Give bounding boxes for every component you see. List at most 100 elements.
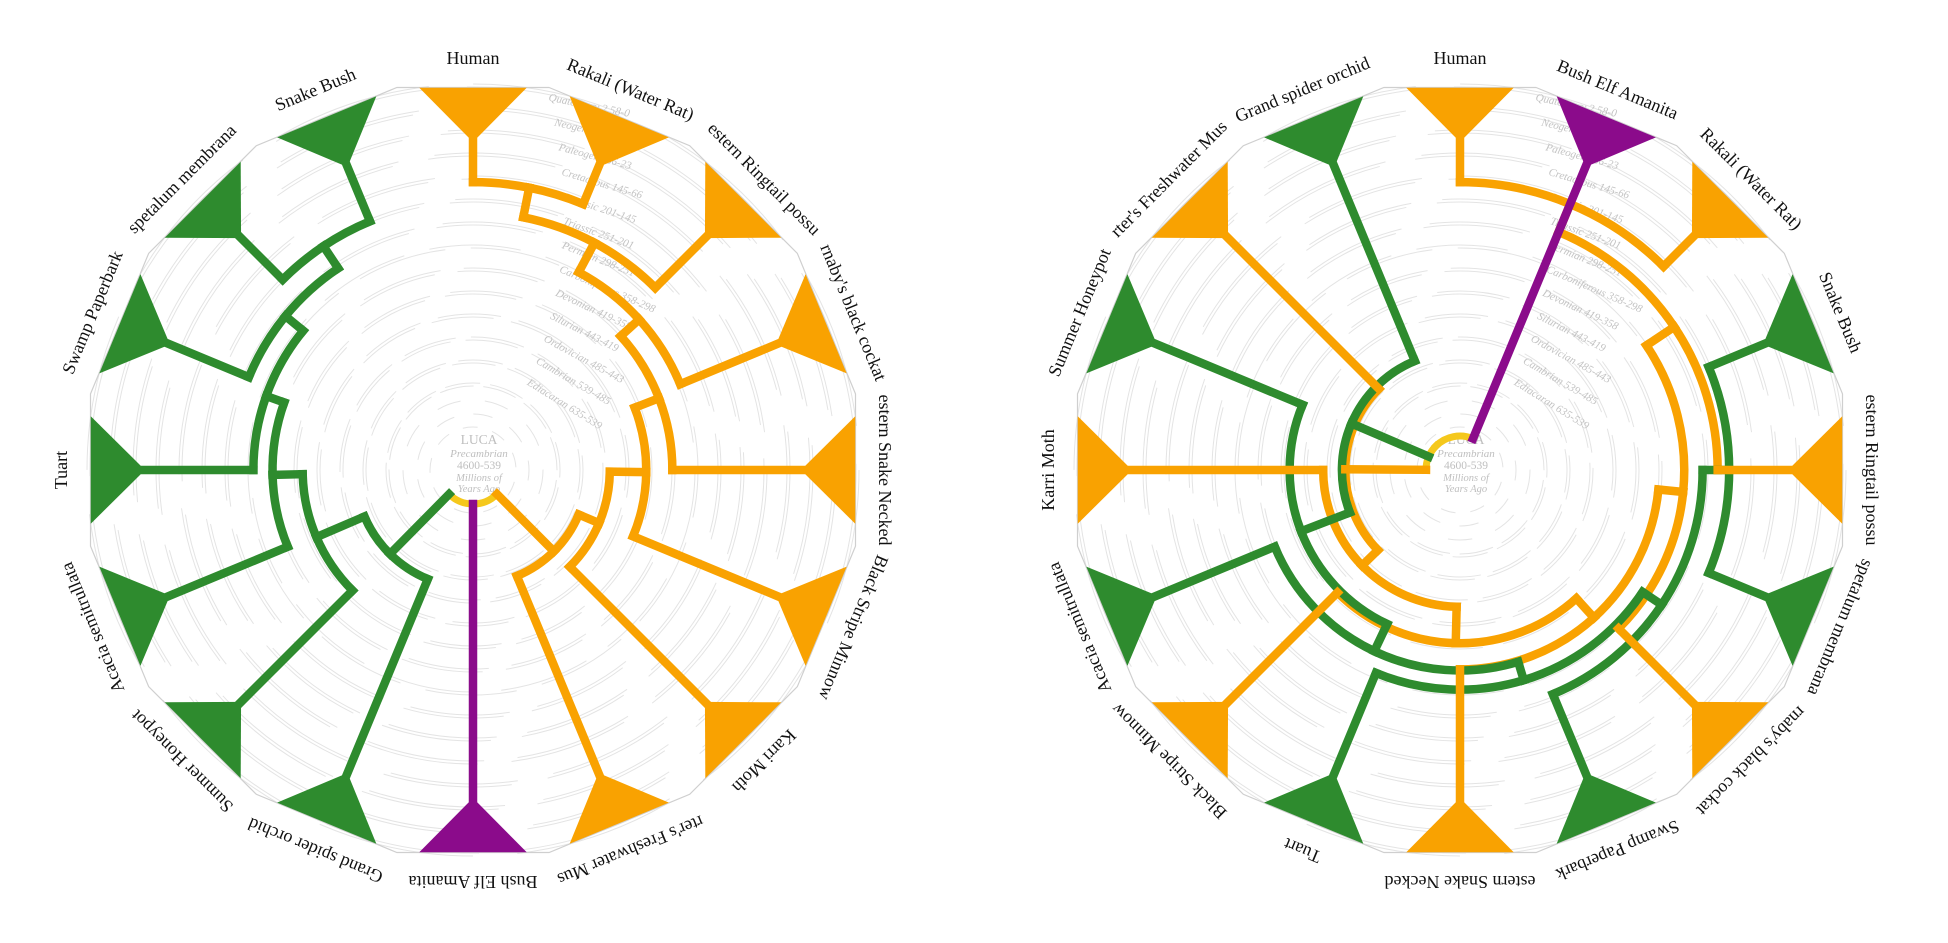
branch-arc bbox=[593, 467, 615, 529]
branch-radial bbox=[1451, 602, 1461, 648]
branch-arc bbox=[1370, 667, 1530, 694]
branch-radial bbox=[573, 508, 605, 529]
branch-radial bbox=[1512, 656, 1530, 686]
leaf-marker-orchid bbox=[1264, 96, 1364, 167]
branch-arc bbox=[653, 392, 677, 475]
leaf-stem-acacia bbox=[1151, 541, 1281, 602]
leaf-marker-karrimoth bbox=[704, 701, 782, 779]
leaf-stem-acacia bbox=[164, 541, 294, 602]
branch-arc bbox=[298, 469, 322, 543]
branch-radial bbox=[518, 182, 535, 223]
rim-outline bbox=[1076, 86, 1844, 854]
root-label-line2: 4600-539 bbox=[1444, 460, 1488, 472]
leaf-marker-acacia bbox=[1086, 566, 1157, 666]
leaf-marker-paperbark bbox=[99, 274, 170, 374]
leaf-stem-ringtail bbox=[649, 232, 711, 294]
branch-radial bbox=[1345, 417, 1435, 463]
branch-arc bbox=[1295, 525, 1393, 630]
leaf-label-karrimoth: Karri Moth bbox=[1038, 429, 1058, 510]
leaf-marker-ringtail bbox=[1788, 416, 1843, 524]
branch-arc bbox=[614, 330, 665, 404]
leaf-marker-cockatoo bbox=[776, 274, 847, 374]
branch-arc bbox=[627, 467, 651, 542]
branch-radial bbox=[383, 488, 456, 561]
branch-radial bbox=[317, 240, 345, 275]
root-label-line1: Precambrian bbox=[449, 448, 508, 460]
leaf-marker-karrimoth bbox=[1077, 416, 1132, 524]
leaf-label-ringtail: estern Ringtail possu bbox=[1862, 395, 1882, 546]
leaf-label-minnow: Black Stripe Minnow bbox=[815, 552, 893, 703]
branch-arc bbox=[1655, 465, 1707, 611]
branch-arc bbox=[588, 237, 662, 294]
branch-arc bbox=[518, 212, 601, 249]
leaf-marker-human bbox=[419, 87, 527, 142]
branch-radial bbox=[614, 313, 646, 343]
leaf-marker-ringtail bbox=[704, 161, 782, 239]
leaf-marker-mussel bbox=[1151, 161, 1229, 239]
branch-arc bbox=[310, 531, 359, 597]
leaf-marker-paperbark bbox=[1556, 773, 1656, 844]
leaf-marker-snakenecked bbox=[801, 416, 856, 524]
branch-radial bbox=[1295, 507, 1356, 537]
precambrian-ring bbox=[1403, 413, 1517, 527]
leaf-label-snakenecked: estern Snake Necked bbox=[1385, 872, 1536, 892]
leaf-marker-honeypot bbox=[164, 701, 242, 779]
leaf-label-snakebush: Snake Bush bbox=[1815, 269, 1866, 356]
branch-arc bbox=[383, 548, 434, 585]
root-label-line4: Years Ago bbox=[458, 484, 500, 495]
period-ring bbox=[1329, 339, 1591, 601]
leaf-stem-mussel bbox=[1222, 232, 1385, 395]
leaf-marker-acacia bbox=[99, 566, 170, 666]
leaf-label-tuart: Tuart bbox=[1281, 834, 1324, 867]
branch-arc bbox=[1455, 177, 1576, 210]
leaf-marker-minnow bbox=[1151, 701, 1229, 779]
branch-arc bbox=[1547, 598, 1668, 700]
branch-arc bbox=[249, 390, 272, 475]
leaf-label-amanita: Bush Elf Amanita bbox=[409, 872, 538, 892]
root-label-line2: 4600-539 bbox=[457, 460, 501, 472]
leaf-label-snakebush: Snake Bush bbox=[272, 64, 359, 115]
branch-radial bbox=[1636, 586, 1668, 611]
branch-radial bbox=[1368, 618, 1393, 657]
leaf-marker-orchid bbox=[277, 773, 377, 844]
leaf-stem-rakali bbox=[577, 161, 605, 210]
leaf-stem-minnow bbox=[627, 530, 782, 602]
leaf-stem-rakali bbox=[1657, 232, 1698, 273]
branch-radial bbox=[1356, 544, 1384, 572]
branch-arc bbox=[268, 397, 290, 480]
leaf-stem-spetalum bbox=[1703, 567, 1769, 602]
branch-radial bbox=[1640, 320, 1681, 352]
period-ring bbox=[1073, 83, 1847, 857]
leaf-stem-cockatoo bbox=[1612, 622, 1698, 708]
branch-radial bbox=[310, 510, 371, 543]
leaf-marker-snakebush bbox=[277, 96, 377, 167]
branch-arc bbox=[276, 240, 330, 286]
branch-radial bbox=[1653, 484, 1688, 497]
branch-arc bbox=[633, 313, 686, 390]
branch-arc bbox=[1640, 339, 1689, 497]
branch-arc bbox=[1518, 586, 1649, 686]
leaf-marker-snakenecked bbox=[1406, 798, 1514, 853]
root-label-line1: Precambrian bbox=[1436, 448, 1495, 460]
leaf-stem-orchid bbox=[1328, 161, 1421, 367]
leaf-marker-rakali bbox=[569, 96, 669, 167]
branch-arc bbox=[1703, 465, 1734, 579]
period-ring bbox=[86, 83, 860, 857]
leaf-stem-mussel bbox=[511, 570, 605, 779]
branch-radial bbox=[572, 237, 601, 278]
rim-outline bbox=[89, 86, 857, 854]
leaf-marker-amanita bbox=[419, 798, 527, 853]
leaf-stem-tuart bbox=[1328, 667, 1382, 779]
leaf-stem-minnow bbox=[1222, 586, 1344, 708]
leaf-stem-amanita bbox=[1467, 161, 1592, 445]
leaf-marker-tuart bbox=[90, 416, 145, 524]
root-label-line4: Years Ago bbox=[1445, 484, 1487, 495]
leaf-marker-rakali bbox=[1691, 161, 1769, 239]
leaf-stem-paperbark bbox=[1547, 688, 1592, 779]
root-label-luca: LUCA bbox=[461, 432, 498, 447]
leaf-marker-honeypot bbox=[1086, 274, 1157, 374]
